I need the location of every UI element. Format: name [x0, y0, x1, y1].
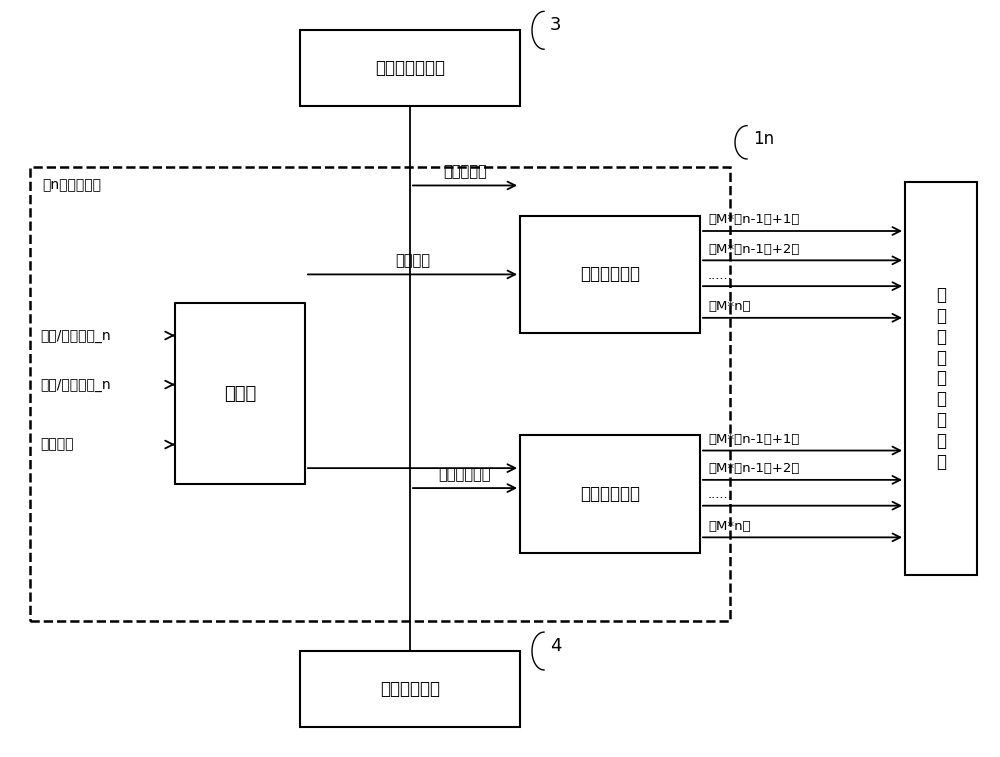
- Text: 多
路
待
测
火
工
品
负
载: 多 路 待 测 火 工 品 负 载: [936, 286, 946, 471]
- Text: 第M*n路: 第M*n路: [708, 520, 751, 533]
- Text: 第n组测量通路: 第n组测量通路: [42, 178, 101, 192]
- Text: 第M*（n-1）+2路: 第M*（n-1）+2路: [708, 243, 799, 256]
- Text: 锁存器: 锁存器: [224, 385, 256, 403]
- Bar: [30, 167, 730, 621]
- Text: 地址信号: 地址信号: [395, 254, 430, 268]
- Text: 第二模拟开关: 第二模拟开关: [580, 485, 640, 503]
- Bar: [175, 303, 305, 484]
- Text: ......: ......: [708, 269, 733, 282]
- Text: 第M*n路: 第M*n路: [708, 301, 751, 313]
- Text: 锁存/解锁信号_n: 锁存/解锁信号_n: [40, 378, 111, 391]
- Text: 恒流源信号: 恒流源信号: [443, 164, 487, 179]
- Text: 4: 4: [550, 637, 562, 655]
- Text: 地址信号: 地址信号: [40, 438, 74, 451]
- Text: ......: ......: [708, 488, 733, 501]
- Text: 电压测量电路: 电压测量电路: [380, 680, 440, 698]
- Text: 恒流源驱动电路: 恒流源驱动电路: [375, 59, 445, 77]
- Text: 导通/断开信号_n: 导通/断开信号_n: [40, 329, 111, 342]
- Text: 第M*（n-1）+1路: 第M*（n-1）+1路: [708, 433, 799, 446]
- Text: 第一模拟开关: 第一模拟开关: [580, 266, 640, 283]
- Text: 3: 3: [550, 16, 562, 34]
- Bar: [905, 182, 977, 575]
- Bar: [300, 651, 520, 727]
- Bar: [520, 435, 700, 553]
- Bar: [300, 30, 520, 106]
- Text: 电压采集信号: 电压采集信号: [439, 467, 491, 482]
- Text: 第M*（n-1）+2路: 第M*（n-1）+2路: [708, 463, 799, 475]
- Text: 1n: 1n: [753, 129, 774, 148]
- Bar: [520, 216, 700, 333]
- Text: 第M*（n-1）+1路: 第M*（n-1）+1路: [708, 213, 799, 226]
